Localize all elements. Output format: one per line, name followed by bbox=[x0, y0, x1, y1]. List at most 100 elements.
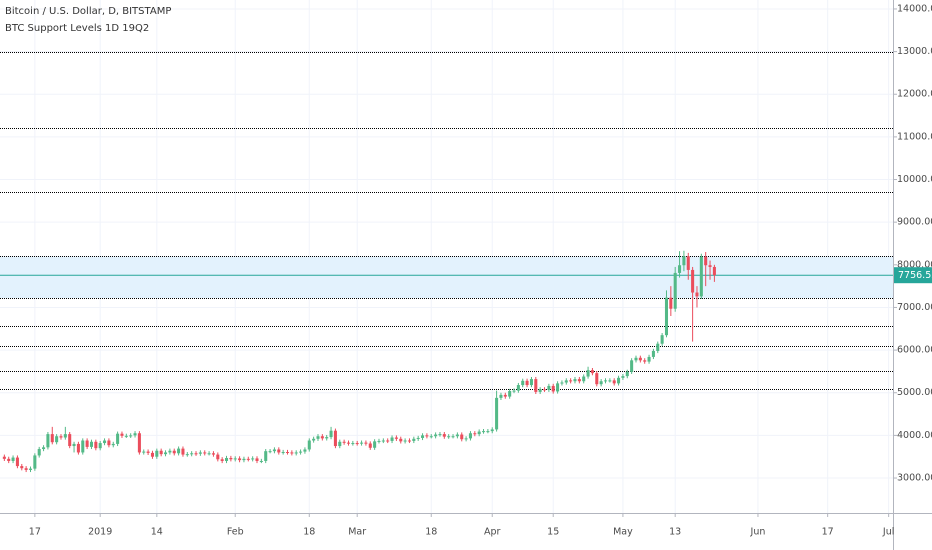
candle-body bbox=[299, 451, 303, 453]
y-tick-label: 5000.00 bbox=[897, 387, 932, 398]
candle-body bbox=[55, 436, 59, 443]
candle-body bbox=[534, 379, 538, 392]
candle-body bbox=[669, 297, 673, 309]
candle-body bbox=[564, 380, 568, 383]
candle-body bbox=[368, 443, 372, 448]
candle-body bbox=[142, 451, 146, 453]
candle-body bbox=[608, 380, 612, 382]
candle-body bbox=[712, 266, 716, 276]
candle-body bbox=[111, 443, 115, 446]
candle-body bbox=[94, 441, 98, 449]
candle-body bbox=[656, 343, 660, 351]
candle-body bbox=[251, 458, 255, 460]
plot-area bbox=[0, 0, 893, 513]
x-tick-label: 2019 bbox=[88, 527, 112, 538]
candle-body bbox=[521, 380, 525, 386]
candle-body bbox=[20, 466, 24, 469]
candle-body bbox=[89, 441, 94, 447]
last-price-label: 7756.52 bbox=[898, 270, 932, 281]
y-tick-label: 11000.00 bbox=[897, 131, 932, 142]
candle-body bbox=[582, 376, 586, 382]
candle-body bbox=[85, 440, 89, 447]
indicator-title: BTC Support Levels 1D 19Q2 bbox=[5, 23, 149, 34]
candle-body bbox=[194, 453, 198, 455]
candle-body bbox=[538, 389, 542, 392]
last-price-tag bbox=[894, 267, 932, 284]
y-tick-label: 7000.00 bbox=[897, 302, 932, 313]
candle-body bbox=[603, 380, 608, 382]
candle-body bbox=[190, 453, 194, 455]
candle-body bbox=[638, 357, 642, 361]
candle-body bbox=[373, 441, 377, 448]
candle-body bbox=[303, 449, 307, 452]
candle-body bbox=[586, 370, 590, 377]
candle-body bbox=[634, 357, 638, 361]
candle-body bbox=[268, 451, 272, 453]
candle-body bbox=[164, 452, 168, 455]
candle-body bbox=[37, 449, 41, 456]
candle-body bbox=[503, 394, 507, 397]
candle-body bbox=[224, 457, 229, 461]
candle-body bbox=[272, 449, 276, 452]
candle-body bbox=[386, 440, 390, 442]
candle-body bbox=[477, 431, 481, 435]
candle-body bbox=[211, 453, 215, 455]
x-tick-label: Feb bbox=[227, 527, 244, 538]
candle-body bbox=[146, 451, 150, 453]
candle-body bbox=[150, 452, 154, 457]
candle-body bbox=[664, 297, 669, 336]
x-tick-label: Jun bbox=[750, 527, 766, 538]
candle-body bbox=[651, 350, 655, 357]
y-tick-label: 8000.00 bbox=[897, 259, 932, 270]
candle-body bbox=[542, 389, 547, 391]
candle-body bbox=[381, 440, 385, 442]
y-tick-label: 14000.00 bbox=[897, 3, 932, 14]
candle-body bbox=[316, 436, 320, 439]
candle-body bbox=[124, 435, 128, 437]
candle-body bbox=[46, 434, 50, 448]
x-tick-label: Apr bbox=[484, 527, 501, 538]
candle-body bbox=[120, 433, 124, 436]
candle-body bbox=[455, 434, 459, 437]
candle-body bbox=[407, 440, 411, 442]
candle-body bbox=[617, 377, 621, 384]
candle-body bbox=[172, 450, 176, 454]
candle-body bbox=[307, 440, 311, 450]
candle-body bbox=[695, 292, 699, 297]
candle-body bbox=[72, 443, 76, 447]
candle-body bbox=[569, 380, 573, 382]
candle-body bbox=[346, 442, 351, 444]
candle-body bbox=[255, 458, 259, 461]
candle-body bbox=[577, 379, 581, 382]
candle-body bbox=[59, 436, 63, 438]
candle-body bbox=[412, 438, 416, 441]
candle-body bbox=[438, 434, 442, 436]
y-tick-label: 10000.00 bbox=[897, 174, 932, 185]
candle-body bbox=[547, 385, 551, 390]
candle-body bbox=[76, 443, 80, 453]
candle-body bbox=[643, 360, 647, 362]
y-tick-label: 3000.00 bbox=[897, 473, 932, 484]
candle-body bbox=[342, 441, 346, 443]
y-tick-label: 13000.00 bbox=[897, 46, 932, 57]
candle-body bbox=[220, 459, 224, 461]
candle-body bbox=[7, 458, 11, 461]
x-tick-label: 17 bbox=[29, 527, 41, 538]
candle-body bbox=[360, 442, 364, 444]
candle-body bbox=[556, 383, 560, 392]
x-tick-label: May bbox=[613, 527, 633, 538]
x-tick-label: Mar bbox=[348, 527, 366, 538]
candle-body bbox=[464, 438, 468, 440]
candle-body bbox=[33, 455, 37, 469]
candle-body bbox=[708, 265, 712, 267]
x-tick-label: 17 bbox=[822, 527, 834, 538]
candle-body bbox=[599, 381, 603, 385]
candle-body bbox=[264, 451, 268, 461]
candle-body bbox=[229, 457, 233, 460]
candle-body bbox=[133, 433, 137, 436]
candle-body bbox=[377, 440, 381, 442]
candle-body bbox=[242, 458, 246, 461]
candle-body bbox=[168, 450, 172, 453]
candle-body bbox=[294, 452, 298, 454]
